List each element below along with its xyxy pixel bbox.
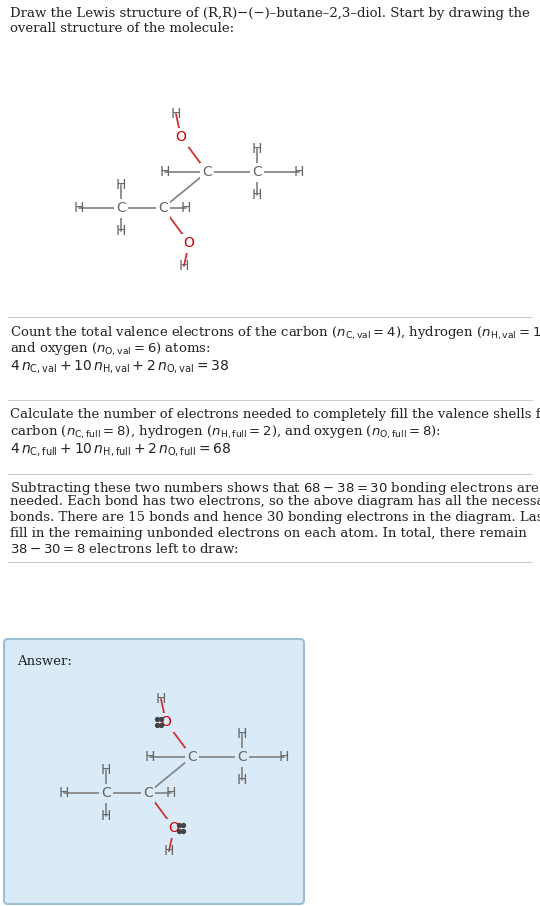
- Text: O: O: [160, 715, 171, 729]
- Text: H: H: [294, 165, 304, 179]
- Text: H: H: [101, 763, 111, 777]
- Text: Subtracting these two numbers shows that $68 - 38 = 30$ bonding electrons are: Subtracting these two numbers shows that…: [10, 480, 539, 497]
- Text: H: H: [252, 142, 262, 156]
- Text: H: H: [156, 692, 166, 706]
- Text: H: H: [237, 727, 247, 741]
- Text: carbon ($n_{\mathrm{C,full}} = 8$), hydrogen ($n_{\mathrm{H,full}} = 2$), and ox: carbon ($n_{\mathrm{C,full}} = 8$), hydr…: [10, 424, 441, 441]
- Text: H: H: [252, 188, 262, 202]
- Text: H: H: [59, 786, 69, 800]
- Text: O: O: [184, 236, 194, 250]
- Text: $4\, n_{\mathrm{C,full}} + 10\, n_{\mathrm{H,full}} + 2\, n_{\mathrm{O,full}} = : $4\, n_{\mathrm{C,full}} + 10\, n_{\math…: [10, 441, 231, 458]
- Text: $38 - 30 = 8$ electrons left to draw:: $38 - 30 = 8$ electrons left to draw:: [10, 542, 239, 556]
- Text: H: H: [116, 224, 126, 238]
- Text: H: H: [101, 809, 111, 823]
- Text: H: H: [171, 107, 181, 121]
- Text: overall structure of the molecule:: overall structure of the molecule:: [10, 22, 234, 35]
- Text: H: H: [116, 178, 126, 192]
- Text: H: H: [164, 844, 174, 858]
- Text: C: C: [202, 165, 212, 179]
- Text: H: H: [160, 165, 170, 179]
- Text: fill in the remaining unbonded electrons on each atom. In total, there remain: fill in the remaining unbonded electrons…: [10, 526, 526, 539]
- Text: H: H: [145, 750, 155, 764]
- Text: H: H: [279, 750, 289, 764]
- Text: C: C: [237, 750, 247, 764]
- Text: bonds. There are 15 bonds and hence 30 bonding electrons in the diagram. Lastly,: bonds. There are 15 bonds and hence 30 b…: [10, 511, 540, 524]
- Text: C: C: [101, 786, 111, 800]
- Text: O: O: [176, 130, 186, 144]
- Text: C: C: [158, 201, 168, 215]
- Text: H: H: [179, 259, 189, 273]
- Text: Draw the Lewis structure of (R,R)−(−)–butane–2,3–diol. Start by drawing the: Draw the Lewis structure of (R,R)−(−)–bu…: [10, 7, 530, 20]
- Text: C: C: [252, 165, 262, 179]
- Text: H: H: [166, 786, 176, 800]
- Text: C: C: [187, 750, 197, 764]
- Text: Calculate the number of electrons needed to completely fill the valence shells f: Calculate the number of electrons needed…: [10, 408, 540, 421]
- Text: H: H: [181, 201, 191, 215]
- Text: Count the total valence electrons of the carbon ($n_{\mathrm{C,val}} = 4$), hydr: Count the total valence electrons of the…: [10, 325, 540, 342]
- Text: C: C: [143, 786, 153, 800]
- Text: needed. Each bond has two electrons, so the above diagram has all the necessary: needed. Each bond has two electrons, so …: [10, 496, 540, 508]
- Text: H: H: [74, 201, 84, 215]
- Text: Answer:: Answer:: [17, 655, 72, 668]
- Text: $4\, n_{\mathrm{C,val}} + 10\, n_{\mathrm{H,val}} + 2\, n_{\mathrm{O,val}} = 38$: $4\, n_{\mathrm{C,val}} + 10\, n_{\mathr…: [10, 358, 229, 375]
- Text: C: C: [116, 201, 126, 215]
- Text: and oxygen ($n_{\mathrm{O,val}} = 6$) atoms:: and oxygen ($n_{\mathrm{O,val}} = 6$) at…: [10, 341, 211, 358]
- FancyBboxPatch shape: [4, 639, 304, 904]
- Text: H: H: [237, 773, 247, 787]
- Text: O: O: [168, 821, 179, 835]
